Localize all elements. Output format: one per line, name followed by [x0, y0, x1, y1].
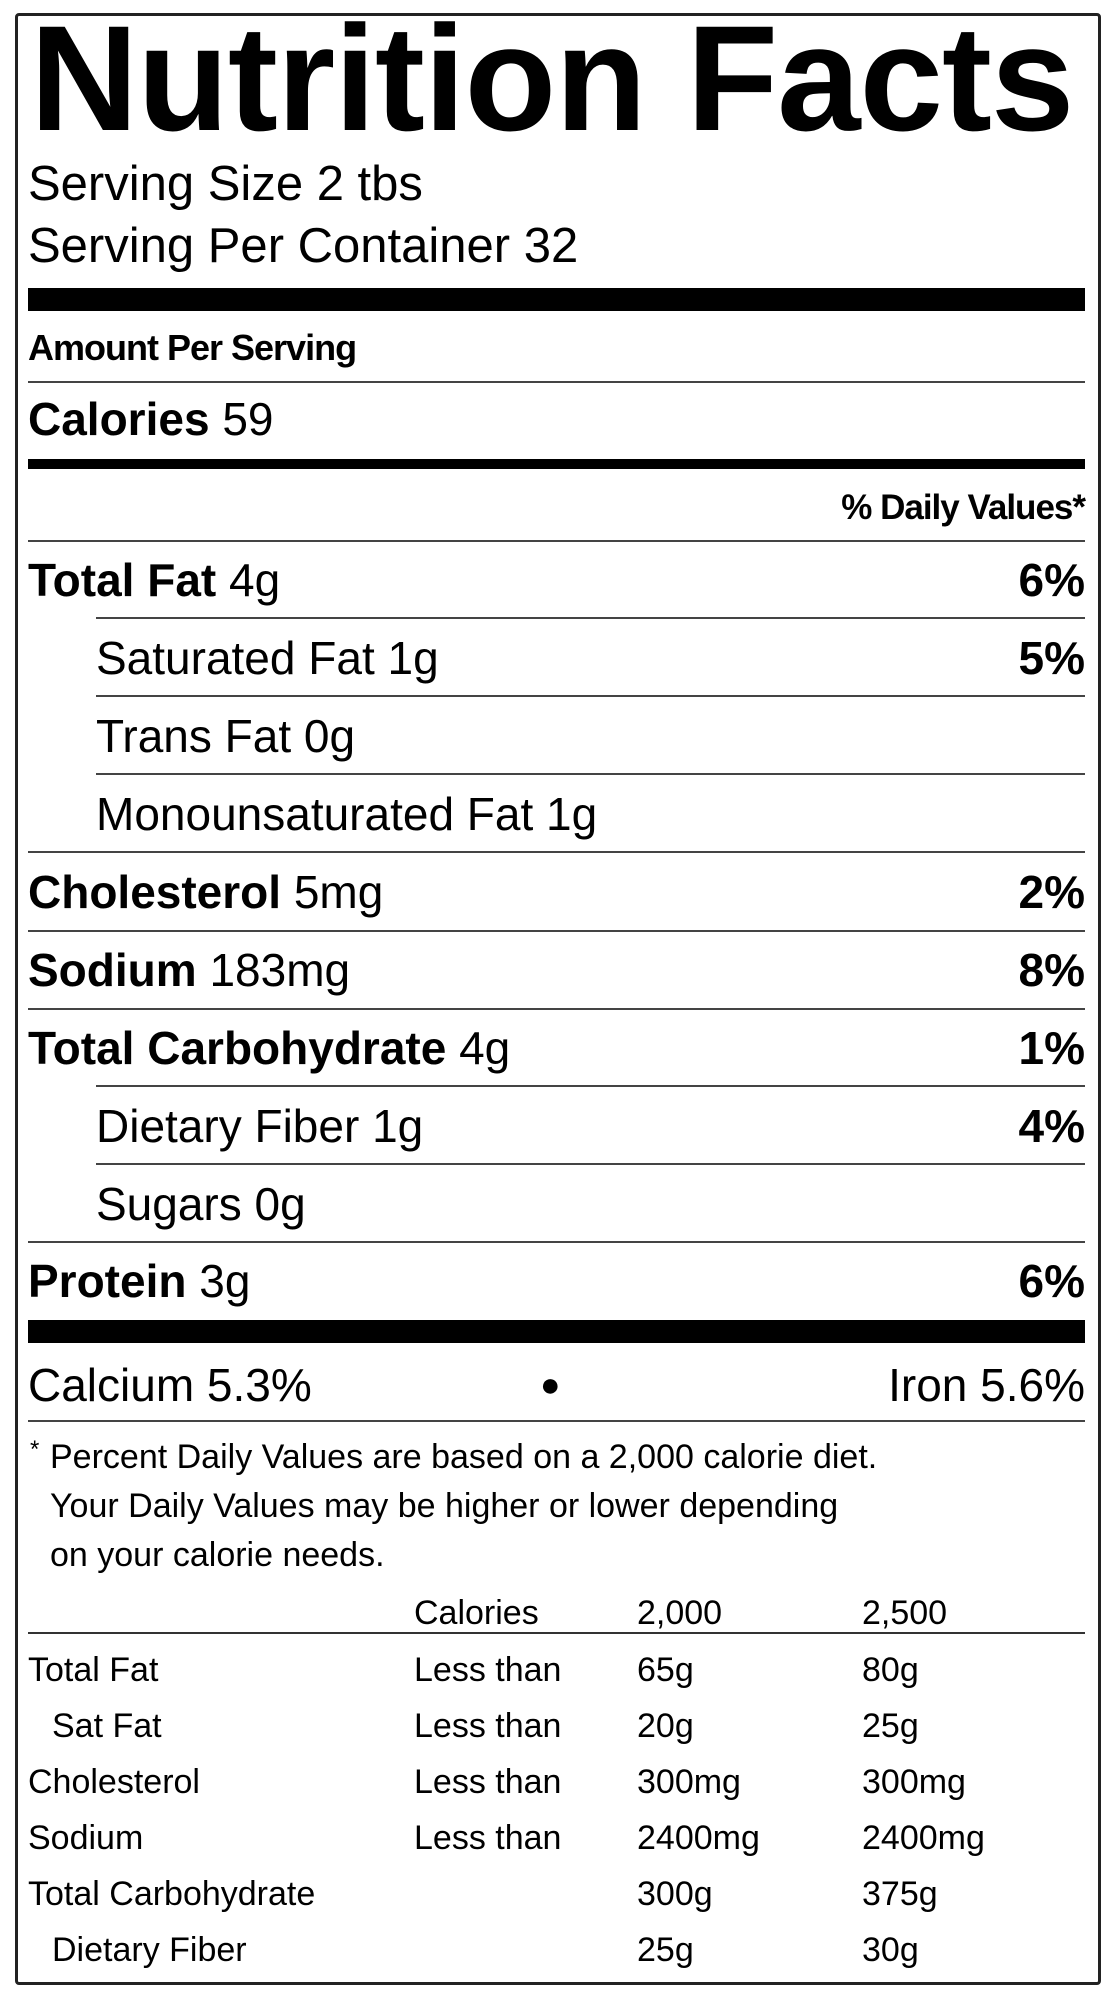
nutrient-amount: 4g — [229, 554, 281, 606]
nutrient-label: Monounsaturated Fat 1g — [96, 788, 598, 840]
ref-cell: Less than — [414, 1651, 562, 1689]
thick-divider — [28, 1320, 1085, 1343]
divider — [28, 1008, 1085, 1010]
ref-cell: Less than — [414, 1763, 562, 1801]
nutrient-label: Dietary Fiber 1g — [96, 1100, 424, 1152]
ref-cell: Less than — [414, 1819, 562, 1857]
nutrient-dv: 8% — [1018, 944, 1085, 996]
divider — [96, 773, 1085, 775]
ref-cell: 300mg — [862, 1763, 966, 1801]
ref-cell: 25g — [862, 1707, 919, 1745]
footnote-line: Percent Daily Values are based on a 2,00… — [50, 1438, 878, 1476]
divider — [28, 851, 1085, 853]
divider — [96, 1085, 1085, 1087]
calcium-value: Calcium 5.3% — [28, 1359, 312, 1411]
nutrient-dv: 6% — [1018, 1255, 1085, 1307]
nutrient-amount: 5mg — [293, 866, 384, 918]
nutrient-row-total-fat: Total Fat 4g 6% — [28, 557, 1085, 603]
nutrient-dv: 1% — [1018, 1022, 1085, 1074]
ref-cell: Total Fat — [28, 1651, 159, 1689]
serving-size: Serving Size 2 tbs — [28, 157, 423, 211]
nutrient-label: Total Carbohydrate — [28, 1022, 447, 1074]
nutrient-row-saturated-fat: Saturated Fat 1g 5% — [96, 635, 1085, 681]
nutrient-dv: 2% — [1018, 866, 1085, 918]
iron-value: Iron 5.6% — [888, 1359, 1085, 1411]
divider — [96, 695, 1085, 697]
nutrient-label: Sodium — [28, 944, 197, 996]
ref-cell: 65g — [637, 1651, 694, 1689]
nutrient-row-sugars: Sugars 0g — [96, 1181, 1085, 1227]
thick-divider — [28, 288, 1085, 311]
ref-cell: Sat Fat — [52, 1707, 162, 1745]
label-title: Nutrition Facts — [30, 0, 1074, 162]
label-border — [15, 13, 1101, 1985]
ref-cell: 80g — [862, 1651, 919, 1689]
divider — [96, 617, 1085, 619]
nutrient-dv: 6% — [1018, 554, 1085, 606]
ref-header-2000: 2,000 — [637, 1594, 723, 1632]
calories-value: 59 — [222, 393, 274, 445]
nutrient-dv: 4% — [1018, 1100, 1085, 1152]
amount-per-serving: Amount Per Serving — [28, 327, 357, 368]
ref-cell: Sodium — [28, 1819, 144, 1857]
ref-header-calories: Calories — [414, 1594, 539, 1632]
divider — [28, 1241, 1085, 1243]
ref-cell: 2400mg — [862, 1819, 985, 1857]
medium-divider — [28, 459, 1085, 469]
nutrient-row-trans-fat: Trans Fat 0g — [96, 713, 1085, 759]
nutrient-label: Total Fat — [28, 554, 217, 606]
ref-cell: 300mg — [637, 1763, 741, 1801]
ref-cell: Less than — [414, 1707, 562, 1745]
nutrient-row-dietary-fiber: Dietary Fiber 1g 4% — [96, 1103, 1085, 1149]
ref-cell: Dietary Fiber — [52, 1931, 247, 1969]
footnote-asterisk: * — [30, 1436, 40, 1463]
nutrient-row-monounsaturated-fat: Monounsaturated Fat 1g — [96, 791, 1085, 837]
ref-cell: 25g — [637, 1931, 694, 1969]
ref-cell: 2400mg — [637, 1819, 760, 1857]
nutrient-label: Cholesterol — [28, 866, 282, 918]
nutrient-dv: 5% — [1018, 632, 1085, 684]
nutrient-amount: 183mg — [209, 944, 351, 996]
ref-cell: 30g — [862, 1931, 919, 1969]
ref-header-2500: 2,500 — [862, 1594, 948, 1632]
ref-cell: 20g — [637, 1707, 694, 1745]
nutrient-row-total-carbohydrate: Total Carbohydrate 4g 1% — [28, 1025, 1085, 1071]
daily-values-header: % Daily Values* — [841, 488, 1086, 527]
calories-label: Calories — [28, 393, 210, 445]
nutrient-row-protein: Protein 3g 6% — [28, 1258, 1085, 1304]
nutrient-amount: 3g — [199, 1255, 251, 1307]
footnote-line: on your calorie needs. — [50, 1536, 385, 1574]
nutrient-label: Trans Fat 0g — [96, 710, 356, 762]
divider — [96, 1163, 1085, 1165]
nutrient-row-sodium: Sodium 183mg 8% — [28, 947, 1085, 993]
footnote-line: Your Daily Values may be higher or lower… — [50, 1487, 839, 1525]
nutrient-row-cholesterol: Cholesterol 5mg 2% — [28, 869, 1085, 915]
divider — [28, 1420, 1085, 1422]
servings-per-container: Serving Per Container 32 — [28, 219, 579, 273]
divider — [28, 1632, 1085, 1634]
ref-cell: Total Carbohydrate — [28, 1875, 316, 1913]
divider — [28, 930, 1085, 932]
calories-row: Calories 59 — [28, 396, 1085, 442]
nutrient-label: Sugars 0g — [96, 1178, 306, 1230]
bullet-separator: ● — [540, 1366, 561, 1404]
nutrient-label: Protein — [28, 1255, 187, 1307]
nutrient-amount: 4g — [459, 1022, 511, 1074]
vitamins-row: Calcium 5.3% ● Iron 5.6% — [28, 1362, 1085, 1408]
divider — [28, 540, 1085, 542]
ref-cell: Cholesterol — [28, 1763, 200, 1801]
ref-cell: 300g — [637, 1875, 713, 1913]
divider — [28, 381, 1085, 383]
nutrient-label: Saturated Fat 1g — [96, 632, 439, 684]
ref-cell: 375g — [862, 1875, 938, 1913]
